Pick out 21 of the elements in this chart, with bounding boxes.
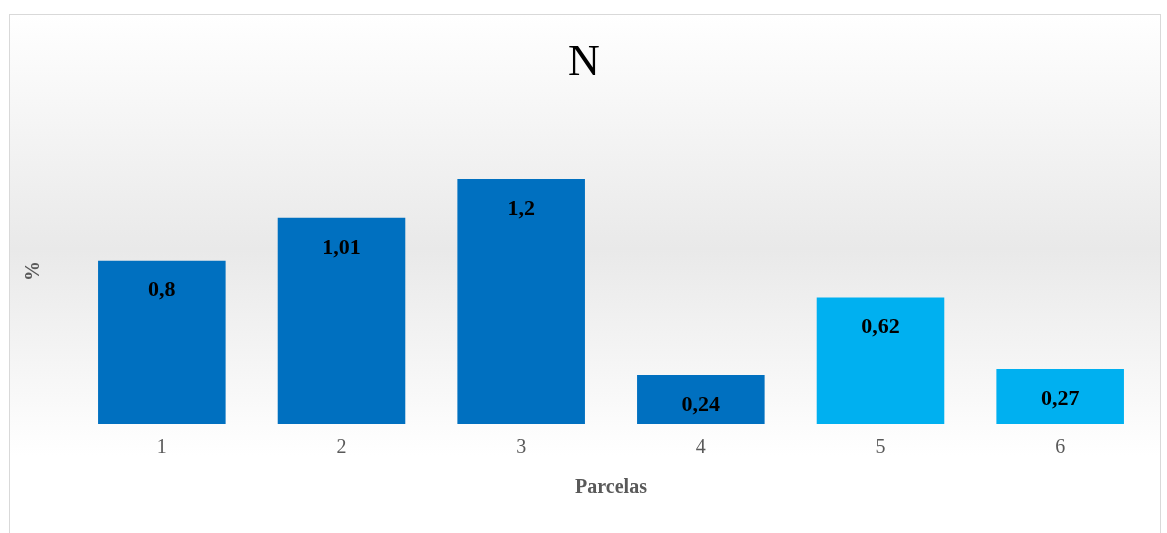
data-label: 0,8 xyxy=(148,276,176,302)
bar xyxy=(637,375,765,424)
x-tick-label: 4 xyxy=(695,435,706,458)
x-tick-label: 2 xyxy=(336,435,347,458)
data-label: 0,27 xyxy=(1040,384,1080,410)
chart-title: N xyxy=(568,35,600,85)
x-axis-title: Parcelas xyxy=(575,475,648,498)
data-label: 0,24 xyxy=(681,390,721,416)
data-label: 1,01 xyxy=(322,233,361,259)
data-label: 0,62 xyxy=(861,313,900,339)
bar xyxy=(996,368,1124,424)
x-tick-label: 1 xyxy=(156,435,167,458)
bar xyxy=(457,179,585,424)
x-tick-label: 5 xyxy=(875,435,886,458)
bar xyxy=(816,297,945,424)
x-tick-label: 3 xyxy=(516,435,527,458)
x-tick-label: 6 xyxy=(1055,435,1066,458)
bar xyxy=(98,260,226,424)
y-axis-title: % xyxy=(21,260,44,281)
bar xyxy=(277,217,406,424)
data-label: 1,2 xyxy=(507,194,535,220)
